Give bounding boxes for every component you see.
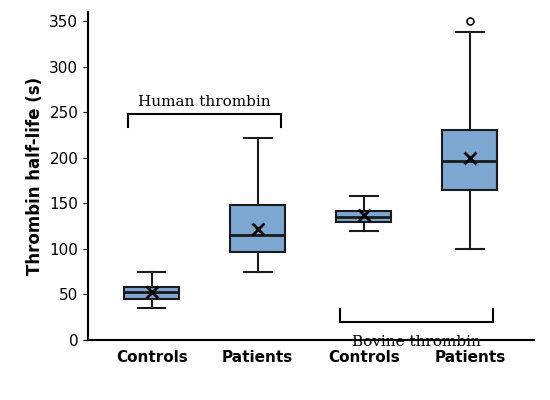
PathPatch shape [124, 287, 179, 299]
Text: Human thrombin: Human thrombin [139, 94, 271, 108]
PathPatch shape [442, 130, 497, 190]
Text: Bovine thrombin: Bovine thrombin [353, 334, 481, 348]
PathPatch shape [230, 205, 285, 252]
PathPatch shape [336, 211, 392, 222]
Y-axis label: Thrombin half-life (s): Thrombin half-life (s) [26, 77, 43, 275]
